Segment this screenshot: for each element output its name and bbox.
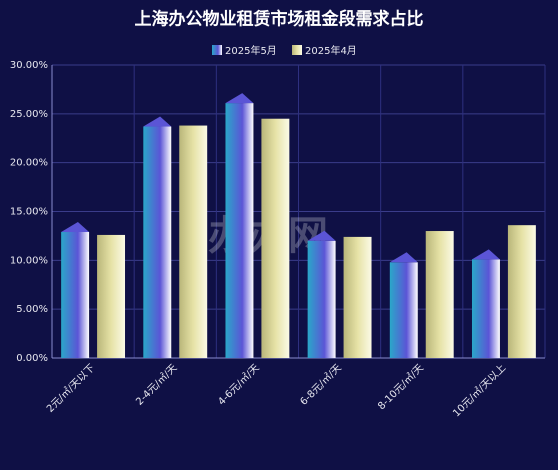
legend-label: 2025年5月 (225, 44, 277, 57)
y-tick-label: 25.00% (10, 109, 48, 120)
bar (143, 126, 172, 358)
y-tick-label: 20.00% (10, 158, 48, 169)
bar-cap (471, 249, 500, 260)
bar (307, 240, 336, 358)
bar (471, 259, 500, 358)
bar (225, 103, 254, 358)
bar (343, 236, 372, 358)
legend-swatch (292, 45, 302, 55)
bar (61, 232, 90, 358)
bar (179, 125, 208, 358)
legend-swatch (212, 45, 222, 55)
y-tick-label: 30.00% (10, 60, 48, 71)
bar-cap (225, 93, 254, 104)
bar (425, 231, 454, 358)
chart-title: 上海办公物业租赁市场租金段需求占比 (135, 9, 424, 30)
bar (389, 262, 418, 358)
bar (261, 118, 290, 358)
bar-cap (143, 116, 172, 127)
y-tick-label: 5.00% (16, 304, 48, 315)
bar-cap (389, 252, 418, 263)
legend-label: 2025年4月 (305, 44, 357, 57)
bar-cap (307, 230, 336, 241)
bar-cap (61, 222, 90, 233)
y-tick-label: 15.00% (10, 207, 48, 218)
bar (507, 225, 536, 358)
bar (97, 234, 126, 358)
y-tick-label: 0.00% (16, 353, 48, 364)
y-tick-label: 10.00% (10, 255, 48, 266)
